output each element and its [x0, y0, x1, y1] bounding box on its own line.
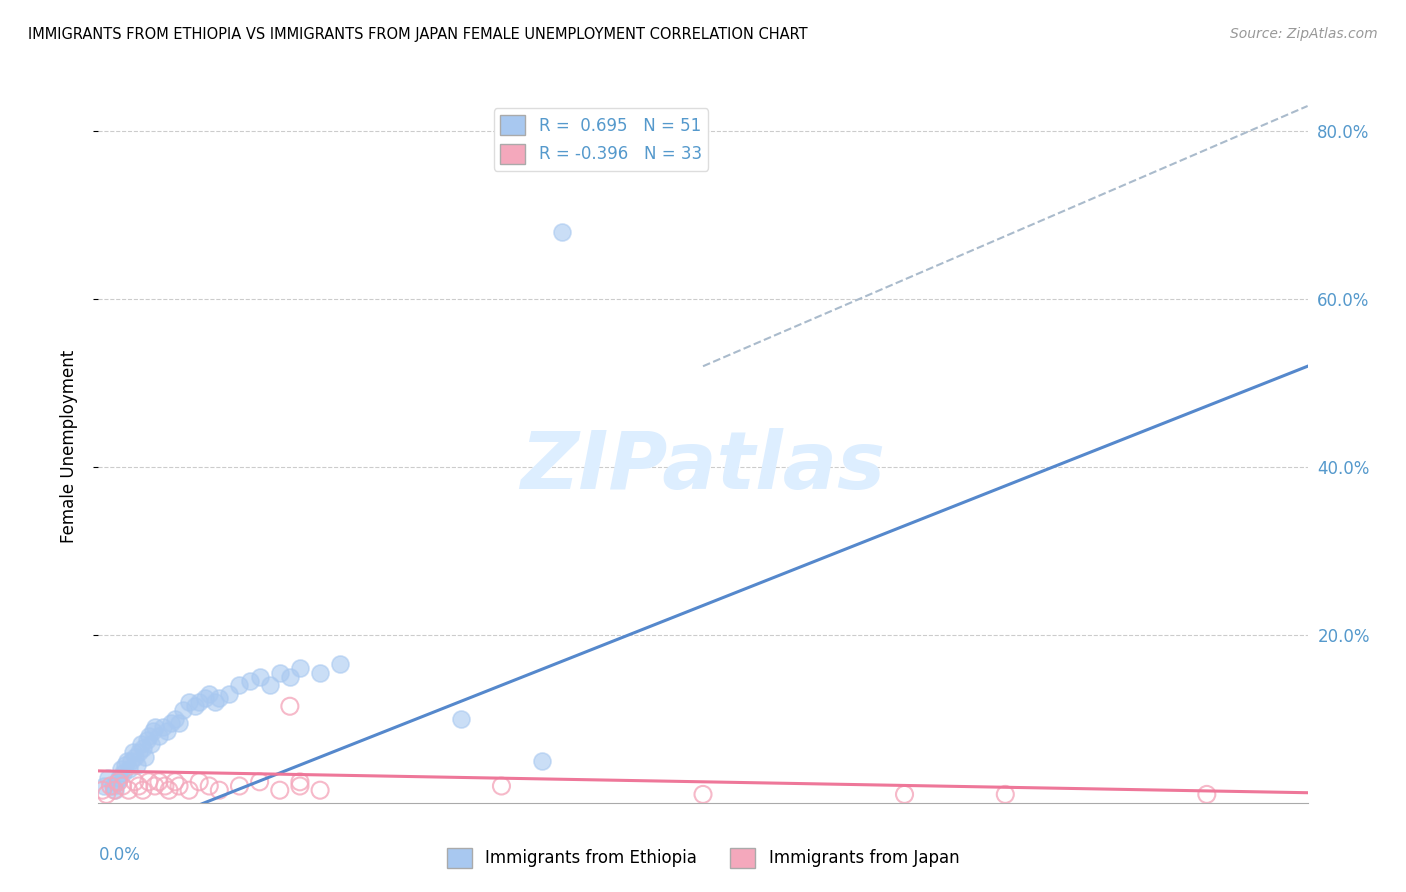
- Point: [893, 788, 915, 802]
- Point: [138, 774, 160, 789]
- Point: [228, 779, 250, 793]
- Point: [114, 758, 136, 772]
- Point: [118, 762, 141, 776]
- Point: [167, 779, 190, 793]
- Point: [208, 783, 231, 797]
- Point: [153, 779, 176, 793]
- Point: [278, 699, 301, 714]
- Point: [115, 754, 138, 768]
- Text: ZIPatlas: ZIPatlas: [520, 428, 886, 507]
- Point: [120, 754, 142, 768]
- Point: [97, 771, 120, 785]
- Point: [692, 788, 714, 802]
- Point: [188, 774, 211, 789]
- Point: [218, 687, 240, 701]
- Point: [134, 749, 156, 764]
- Point: [259, 678, 281, 692]
- Point: [129, 737, 152, 751]
- Point: [491, 779, 513, 793]
- Point: [172, 703, 194, 717]
- Point: [101, 779, 124, 793]
- Text: Source: ZipAtlas.com: Source: ZipAtlas.com: [1230, 27, 1378, 41]
- Point: [249, 670, 271, 684]
- Point: [118, 783, 141, 797]
- Point: [96, 788, 118, 802]
- Point: [111, 766, 134, 780]
- Point: [184, 699, 207, 714]
- Point: [124, 774, 146, 789]
- Point: [163, 712, 186, 726]
- Point: [111, 779, 134, 793]
- Point: [103, 783, 125, 797]
- Point: [551, 225, 574, 239]
- Point: [157, 783, 180, 797]
- Text: 0.0%: 0.0%: [98, 846, 141, 863]
- Point: [135, 732, 157, 747]
- Point: [194, 690, 217, 705]
- Point: [148, 774, 170, 789]
- Point: [93, 779, 115, 793]
- Point: [208, 690, 231, 705]
- Point: [198, 779, 221, 793]
- Y-axis label: Female Unemployment: Female Unemployment: [59, 350, 77, 542]
- Legend: R =  0.695   N = 51, R = -0.396   N = 33: R = 0.695 N = 51, R = -0.396 N = 33: [494, 108, 709, 170]
- Point: [132, 741, 155, 756]
- Point: [143, 720, 166, 734]
- Point: [139, 737, 162, 751]
- Point: [121, 746, 143, 760]
- Point: [132, 783, 155, 797]
- Point: [128, 746, 150, 760]
- Point: [198, 687, 221, 701]
- Point: [994, 788, 1017, 802]
- Point: [142, 724, 165, 739]
- Text: IMMIGRANTS FROM ETHIOPIA VS IMMIGRANTS FROM JAPAN FEMALE UNEMPLOYMENT CORRELATIO: IMMIGRANTS FROM ETHIOPIA VS IMMIGRANTS F…: [28, 27, 807, 42]
- Point: [1195, 788, 1218, 802]
- Point: [309, 783, 332, 797]
- Point: [138, 729, 160, 743]
- Point: [110, 762, 132, 776]
- Point: [148, 729, 170, 743]
- Point: [163, 774, 186, 789]
- Point: [156, 724, 179, 739]
- Point: [450, 712, 472, 726]
- Point: [288, 774, 311, 789]
- Point: [128, 779, 150, 793]
- Point: [100, 779, 122, 793]
- Point: [278, 670, 301, 684]
- Point: [179, 695, 201, 709]
- Point: [239, 674, 262, 689]
- Legend: Immigrants from Ethiopia, Immigrants from Japan: Immigrants from Ethiopia, Immigrants fro…: [440, 841, 966, 875]
- Point: [204, 695, 226, 709]
- Point: [124, 749, 146, 764]
- Point: [107, 771, 129, 785]
- Point: [152, 720, 174, 734]
- Point: [103, 783, 125, 797]
- Point: [143, 779, 166, 793]
- Point: [288, 661, 311, 675]
- Point: [107, 774, 129, 789]
- Point: [329, 657, 352, 672]
- Point: [179, 783, 201, 797]
- Point: [125, 758, 148, 772]
- Point: [188, 695, 211, 709]
- Point: [288, 779, 311, 793]
- Point: [91, 783, 114, 797]
- Point: [167, 716, 190, 731]
- Point: [160, 716, 183, 731]
- Point: [309, 665, 332, 680]
- Point: [105, 774, 128, 789]
- Point: [269, 665, 291, 680]
- Point: [530, 754, 553, 768]
- Point: [228, 678, 250, 692]
- Point: [269, 783, 291, 797]
- Point: [249, 774, 271, 789]
